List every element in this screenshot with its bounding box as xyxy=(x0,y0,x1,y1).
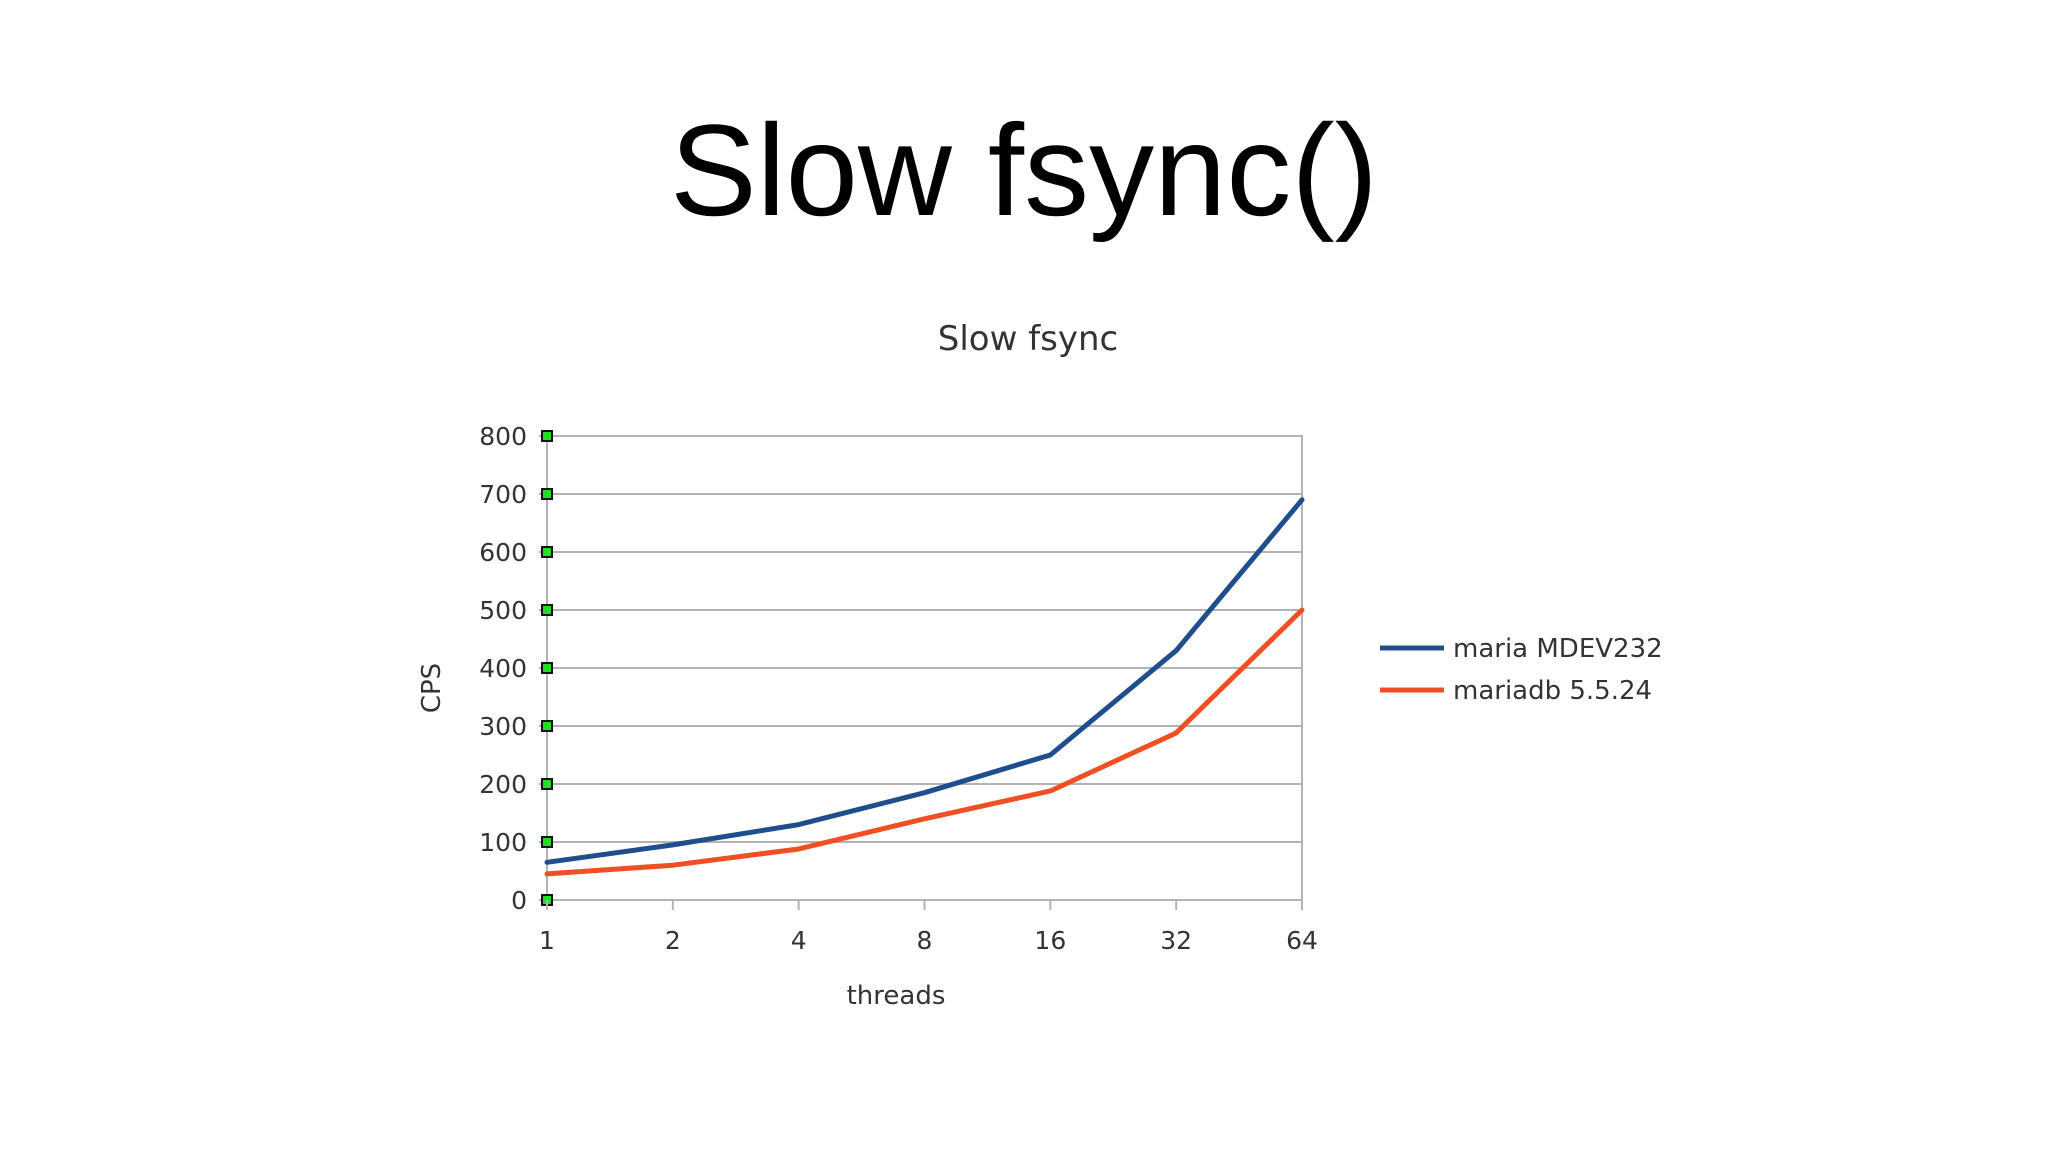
x-tick-label: 8 xyxy=(917,926,933,955)
y-axis-marker xyxy=(541,488,553,500)
legend: maria MDEV232 mariadb 5.5.24 xyxy=(1380,634,1663,706)
y-axis-label: CPS xyxy=(417,663,447,713)
y-tick-label: 0 xyxy=(511,886,527,915)
series-line xyxy=(544,497,1305,865)
axes: 0 100 200 300 400 500 600 700 800 1 2 4 8 16 32 64 xyxy=(479,422,1318,955)
y-axis-marker xyxy=(541,430,553,442)
y-tick-label: 400 xyxy=(479,654,527,683)
x-axis-label: threads xyxy=(847,981,946,1011)
y-tick-label: 300 xyxy=(479,712,527,741)
legend-label: mariadb 5.5.24 xyxy=(1453,676,1652,706)
y-axis-marker xyxy=(541,546,553,558)
series-line xyxy=(544,607,1305,877)
series-lines xyxy=(544,497,1305,877)
slide-title: Slow fsync() xyxy=(670,97,1378,243)
y-tick-label: 700 xyxy=(479,480,527,509)
y-tick-label: 800 xyxy=(479,422,527,451)
y-axis-marker xyxy=(541,778,553,790)
chart-title: Slow fsync xyxy=(938,319,1119,359)
y-axis-marker xyxy=(541,720,553,732)
gridlines xyxy=(547,435,1302,901)
x-tick-label: 16 xyxy=(1034,926,1066,955)
y-tick-label: 200 xyxy=(479,770,527,799)
x-tick-label: 64 xyxy=(1286,926,1318,955)
y-tick-label: 100 xyxy=(479,828,527,857)
y-axis-marker xyxy=(541,662,553,674)
legend-label: maria MDEV232 xyxy=(1453,634,1663,664)
y-tick-label: 500 xyxy=(479,596,527,625)
y-axis-marker xyxy=(541,604,553,616)
x-tick-label: 4 xyxy=(791,926,807,955)
y-axis-marker xyxy=(541,836,553,848)
x-tick-label: 1 xyxy=(539,926,555,955)
x-tick-label: 2 xyxy=(665,926,681,955)
x-tick-label: 32 xyxy=(1160,926,1192,955)
y-tick-label: 600 xyxy=(479,538,527,567)
